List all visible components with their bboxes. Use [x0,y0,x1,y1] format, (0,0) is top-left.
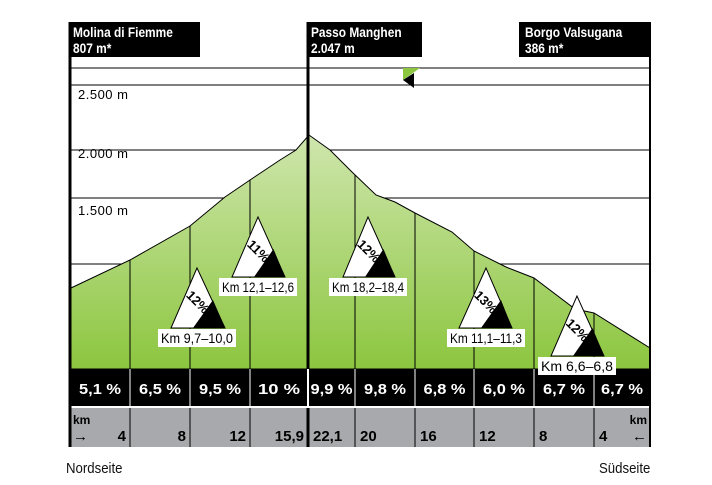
km-marker: 4 [599,428,608,445]
start-elevation: 807 m* [73,40,112,56]
y-axis-label: 2.500 m [78,87,128,102]
slope-range: Km 18,2–18,4 [332,279,404,295]
km-marker: 15,9 [275,428,304,445]
footer-right: Südseite [598,460,650,477]
range-label-bg [219,278,297,296]
slope-range: Km 9,7–10,0 [161,330,233,346]
gradient-value: 6,7 % [543,381,585,398]
steep-section-marker: 12%Km 18,2–18,4 [329,215,407,296]
km-unit-left: km [73,413,90,427]
km-marker: 12 [479,428,496,445]
km-marker: 16 [420,428,437,445]
gradient-value: 5,1 % [79,381,121,398]
gradient-value: 6,8 % [424,381,466,398]
footer-left: Nordseite [66,460,123,477]
gradient-value: 6,0 % [483,381,525,398]
finish-name: Borgo Valsugana [525,24,623,40]
km-marker: 20 [360,428,377,445]
y-axis-label: 1.500 m [78,203,128,218]
km-marker: 8 [178,428,186,445]
steep-section-marker: 12%Km 9,7–10,0 [158,266,236,347]
km-marker: 8 [539,428,547,445]
km-unit-right: km [630,413,647,427]
slope-range: Km 12,1–12,6 [222,279,294,295]
steep-section-marker: 11%Km 12,1–12,6 [219,215,297,296]
range-label-bg [158,329,236,347]
gradient-value: 6,5 % [139,381,181,398]
summit-label: Passo Manghen 2.047 m [307,22,422,57]
gradient-value: 9,8 % [364,381,406,398]
km-bar [70,408,650,447]
summit-elevation: 2.047 m [311,40,355,56]
range-label-bg [329,278,407,296]
arrow-left-icon: ← [632,428,647,445]
flag-icon [403,68,420,88]
slope-shade [573,328,604,356]
gradient-value: 10 % [258,381,300,398]
start-name: Molina di Fiemme [73,24,173,40]
gradient-value: 6,7 % [601,381,643,398]
y-axis-label: 2.000 m [78,146,128,161]
slope-shade [365,249,395,277]
gradient-bar [70,369,650,406]
arrow-right-icon: → [73,428,88,445]
km-marker: 4 [118,428,127,445]
finish-label: Borgo Valsugana 386 m* [519,22,650,57]
slope-shade [193,300,225,328]
slope-range: Km 11,1–11,3 [450,330,522,346]
finish-elevation: 386 m* [525,40,564,56]
start-label: Molina di Fiemme 807 m* [69,22,200,57]
range-label-bg [447,329,525,347]
range-label-bg [538,357,616,375]
slope-shade [254,249,285,277]
slope-shade [481,300,512,328]
slope-range: Km 6,6–6,8 [541,358,613,374]
gradient-value: 9,5 % [199,381,241,398]
steep-section-marker: 13%Km 11,1–11,3 [447,266,525,347]
km-marker: 12 [229,428,246,445]
km-marker: 22,1 [313,428,342,445]
steep-section-marker: 12%Km 6,6–6,8 [538,294,616,375]
gradient-value: 9,9 % [311,381,353,398]
summit-name: Passo Manghen [311,24,402,40]
